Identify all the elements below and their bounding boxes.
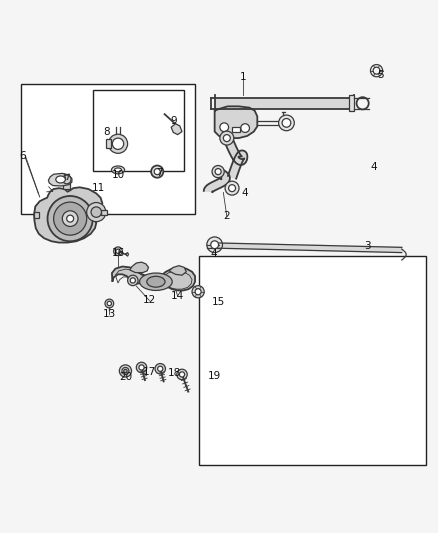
- Bar: [101, 210, 107, 215]
- Circle shape: [192, 286, 204, 298]
- Circle shape: [130, 278, 135, 283]
- Bar: [215, 98, 354, 109]
- Text: 13: 13: [102, 309, 116, 319]
- Circle shape: [220, 131, 234, 145]
- Bar: [21, 84, 195, 214]
- Circle shape: [180, 372, 185, 377]
- Text: 9: 9: [170, 116, 177, 126]
- Circle shape: [215, 168, 221, 175]
- Circle shape: [177, 369, 187, 379]
- Bar: [106, 140, 111, 148]
- Polygon shape: [169, 265, 186, 275]
- Polygon shape: [224, 136, 247, 179]
- Circle shape: [91, 207, 102, 217]
- Text: 7: 7: [155, 168, 162, 178]
- Polygon shape: [219, 243, 402, 253]
- Circle shape: [122, 367, 129, 375]
- Ellipse shape: [147, 276, 165, 287]
- Circle shape: [87, 203, 106, 222]
- Text: 12: 12: [143, 295, 156, 305]
- Circle shape: [223, 135, 230, 142]
- Circle shape: [154, 168, 160, 175]
- Text: 17: 17: [143, 367, 156, 377]
- Circle shape: [211, 241, 219, 249]
- Circle shape: [113, 138, 124, 149]
- Text: 19: 19: [208, 371, 221, 381]
- Bar: [199, 256, 426, 465]
- Text: 1: 1: [240, 72, 246, 82]
- Circle shape: [105, 299, 114, 308]
- Bar: [63, 180, 70, 189]
- Ellipse shape: [56, 176, 65, 183]
- Circle shape: [151, 166, 163, 177]
- Circle shape: [220, 123, 229, 132]
- Circle shape: [107, 301, 112, 305]
- Text: 4: 4: [242, 188, 248, 198]
- Text: 2: 2: [223, 212, 230, 221]
- Circle shape: [282, 118, 291, 127]
- Text: 8: 8: [103, 127, 110, 138]
- Text: 10: 10: [111, 170, 124, 180]
- Ellipse shape: [140, 273, 172, 290]
- Circle shape: [109, 134, 127, 154]
- Circle shape: [195, 289, 201, 295]
- Circle shape: [62, 211, 78, 227]
- Text: 14: 14: [171, 291, 184, 301]
- Polygon shape: [34, 187, 102, 243]
- Circle shape: [62, 175, 71, 184]
- Circle shape: [53, 202, 87, 235]
- Text: 5: 5: [377, 70, 383, 80]
- Bar: [34, 212, 39, 218]
- Circle shape: [279, 115, 294, 131]
- Text: 20: 20: [119, 373, 132, 383]
- Text: 3: 3: [364, 240, 370, 251]
- Bar: [232, 127, 240, 133]
- Text: 4: 4: [370, 162, 377, 172]
- Circle shape: [116, 249, 120, 254]
- Circle shape: [229, 184, 236, 192]
- Bar: [93, 90, 184, 171]
- Text: 18: 18: [168, 368, 181, 378]
- Circle shape: [114, 247, 122, 256]
- Circle shape: [225, 181, 239, 195]
- Text: 15: 15: [212, 297, 225, 307]
- Polygon shape: [112, 266, 195, 290]
- Ellipse shape: [112, 166, 124, 174]
- Circle shape: [127, 275, 138, 286]
- Circle shape: [136, 362, 147, 373]
- Ellipse shape: [115, 168, 121, 172]
- Circle shape: [124, 369, 127, 373]
- Polygon shape: [48, 173, 72, 186]
- Text: 4: 4: [211, 249, 217, 260]
- Circle shape: [47, 196, 93, 241]
- Text: 6: 6: [19, 150, 25, 160]
- Circle shape: [67, 215, 74, 222]
- Polygon shape: [204, 168, 230, 192]
- Bar: [349, 95, 354, 111]
- Text: 16: 16: [111, 247, 125, 257]
- Circle shape: [155, 364, 166, 374]
- Text: 11: 11: [92, 183, 105, 193]
- Polygon shape: [130, 262, 148, 272]
- Circle shape: [241, 124, 250, 133]
- Circle shape: [158, 366, 163, 372]
- Circle shape: [207, 237, 223, 253]
- Circle shape: [119, 365, 131, 377]
- Circle shape: [139, 365, 144, 370]
- Circle shape: [212, 166, 224, 177]
- Polygon shape: [215, 107, 257, 138]
- Polygon shape: [171, 124, 182, 135]
